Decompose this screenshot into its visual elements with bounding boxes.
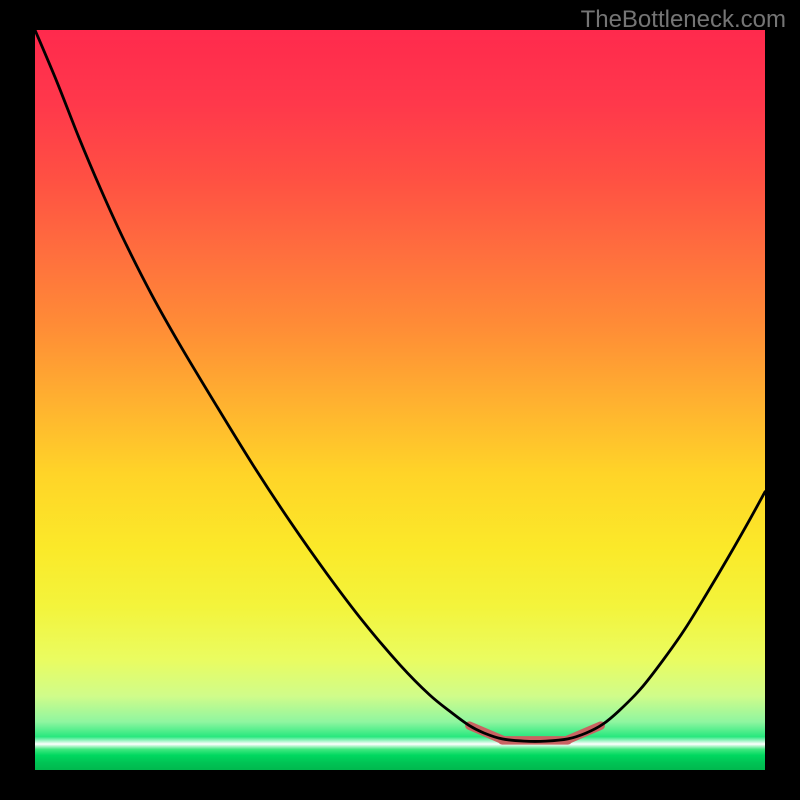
gradient-background: [35, 30, 765, 770]
chart-svg: [35, 30, 765, 770]
chart-plot-area: [35, 30, 765, 770]
watermark-text: TheBottleneck.com: [581, 6, 786, 34]
